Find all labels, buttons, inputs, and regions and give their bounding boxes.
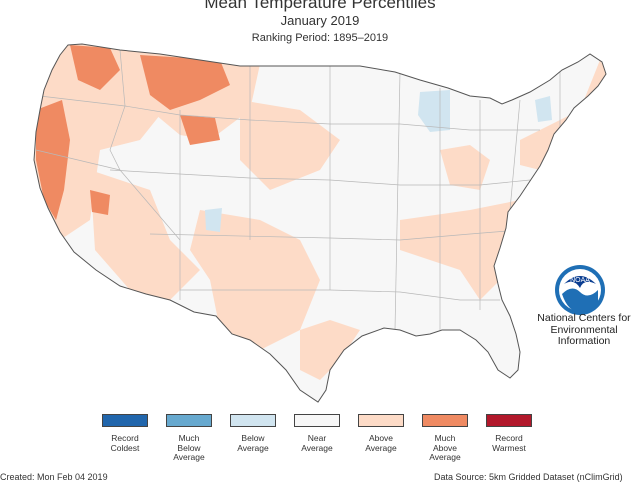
org-line: National Centers for: [537, 312, 631, 324]
state-boundaries: [35, 49, 561, 331]
legend-swatch: [102, 414, 148, 427]
legend: Record Coldest Much Below Average Below Averag…: [100, 414, 540, 474]
map-subtitle: January 2019: [280, 13, 360, 28]
noaa-badge-text: NOAA: [570, 277, 590, 284]
legend-label: Below Average: [237, 433, 269, 453]
legend-label: Near Average: [301, 433, 333, 453]
noaa-logo: NOAA: [555, 265, 605, 315]
legend-label: Record Coldest: [110, 433, 140, 453]
legend-item: Below Average: [228, 414, 278, 453]
legend-swatch: [486, 414, 532, 427]
org-line: Information: [557, 335, 611, 347]
us-temperature-map: [33, 43, 607, 403]
org-line: Environmental: [550, 323, 618, 336]
legend-item: Much Below Average: [164, 414, 214, 463]
legend-swatch: [358, 414, 404, 427]
legend-item: Record Warmest: [484, 414, 534, 453]
legend-label: Much Above Average: [429, 433, 461, 462]
legend-swatch: [230, 414, 276, 427]
legend-item: Record Coldest: [100, 414, 150, 453]
data-source: Data Source: 5km Gridded Dataset (nClimG…: [434, 472, 623, 482]
legend-label: Much Below Average: [173, 433, 205, 462]
anomaly-shading: [34, 44, 606, 380]
map-title: Mean Temperature Percentiles: [204, 0, 436, 12]
legend-label: Record Warmest: [492, 433, 526, 453]
legend-label: Above Average: [365, 433, 397, 453]
legend-swatch: [294, 414, 340, 427]
legend-item: Much Above Average: [420, 414, 470, 463]
legend-swatch: [422, 414, 468, 427]
legend-item: Above Average: [356, 414, 406, 453]
legend-swatch: [166, 414, 212, 427]
legend-item: Near Average: [292, 414, 342, 453]
ranking-period: Ranking Period: 1895–2019: [251, 32, 389, 44]
created-date: Created: Mon Feb 04 2019: [0, 472, 108, 482]
organization-name: National Centers for Environmental Infor…: [534, 312, 634, 348]
